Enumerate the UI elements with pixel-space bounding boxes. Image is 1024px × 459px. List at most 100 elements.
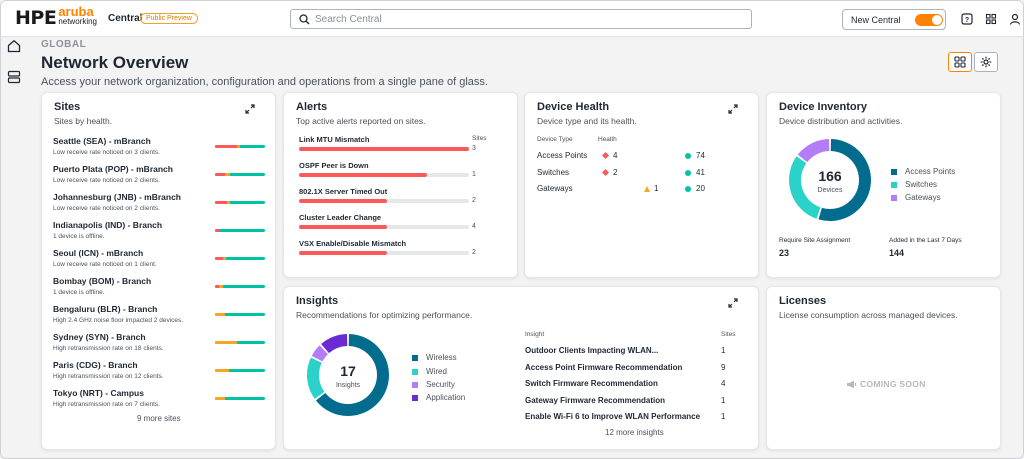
devices-icon[interactable] — [7, 70, 21, 84]
expand-icon[interactable] — [245, 104, 255, 114]
added-last-7-days-label: Added in the Last 7 Days — [889, 237, 962, 244]
healthy-icon — [685, 186, 691, 192]
new-central-toggle[interactable] — [915, 14, 943, 26]
device-inventory-subtitle: Device distribution and activities. — [779, 116, 903, 126]
added-last-7-days-value[interactable]: 144 — [889, 248, 905, 258]
app-name: Central — [108, 13, 143, 24]
alerts-title: Alerts — [296, 101, 328, 113]
donut-segment-gateways[interactable] — [797, 139, 830, 163]
page-title: Network Overview — [41, 53, 189, 72]
donut-segment-security[interactable] — [311, 345, 329, 362]
insight-row[interactable]: Switch Firmware Recommendation 4 — [525, 379, 726, 388]
alert-bar — [299, 173, 427, 177]
device-inventory-donut[interactable] — [787, 137, 873, 223]
critical-count[interactable]: 4 — [613, 151, 618, 160]
site-item[interactable]: Bombay (BOM) - Branch 1 device is offline… — [53, 276, 152, 296]
apps-grid-icon[interactable] — [985, 13, 997, 25]
home-icon[interactable] — [7, 39, 21, 53]
insights-donut[interactable] — [305, 332, 391, 418]
donut-segment-switches[interactable] — [789, 156, 821, 219]
alert-item[interactable]: Link MTU Mismatch 3 — [299, 135, 476, 152]
legend-swatch — [891, 168, 897, 175]
insight-column-header: Insight — [525, 331, 545, 338]
alert-item[interactable]: 802.1X Server Timed Out 2 — [299, 187, 476, 204]
search-input[interactable] — [315, 12, 735, 26]
page-subtitle: Access your network organization, config… — [41, 76, 488, 88]
legend-swatch — [412, 394, 418, 401]
insights-total-label: Insights — [335, 382, 361, 389]
site-item[interactable]: Tokyo (NRT) - Campus High retransmission … — [53, 388, 160, 408]
critical-count[interactable]: 2 — [613, 168, 618, 177]
grid-view-button[interactable] — [948, 52, 972, 72]
more-sites-link[interactable]: 9 more sites — [137, 414, 181, 423]
warning-count[interactable]: 1 — [654, 184, 659, 193]
insight-row[interactable]: Outdoor Clients Impacting WLAN... 1 — [525, 346, 726, 355]
donut-segment-wired[interactable] — [307, 357, 325, 399]
site-item[interactable]: Paris (CDG) - Branch High retransmission … — [53, 360, 164, 380]
device-type-gateways[interactable]: Gateways — [537, 184, 573, 193]
site-item[interactable]: Bengaluru (BLR) - Branch High 2.4 GHz noi… — [53, 304, 184, 324]
settings-button[interactable] — [974, 52, 998, 72]
search-box[interactable] — [290, 9, 752, 29]
device-type-switches[interactable]: Switches — [537, 168, 570, 177]
healthy-count[interactable]: 74 — [696, 151, 705, 160]
donut-segment-wireless[interactable] — [315, 334, 389, 416]
site-item[interactable]: Sydney (SYN) - Branch High retransmission… — [53, 332, 164, 352]
sites-subtitle: Sites by health. — [54, 116, 113, 126]
more-insights-link[interactable]: 12 more insights — [605, 428, 664, 437]
alert-item[interactable]: Cluster Leader Change 4 — [299, 213, 476, 230]
help-icon[interactable]: ? — [961, 13, 973, 25]
alert-item[interactable]: VSX Enable/Disable Mismatch 2 — [299, 239, 476, 256]
device-total-label: Devices — [817, 187, 843, 194]
site-item[interactable]: Seoul (ICN) - mBranch Low receive rate no… — [53, 248, 157, 268]
licenses-title: Licenses — [779, 295, 827, 307]
insight-row[interactable]: Gateway Firmware Recommendation 1 — [525, 396, 726, 405]
site-item[interactable]: Indianapolis (IND) - Branch 1 device is o… — [53, 220, 163, 240]
logo-hpe-text: HPE — [15, 7, 57, 29]
site-item[interactable]: Seattle (SEA) - mBranch Low receive rate … — [53, 136, 160, 156]
donut-segment-access-points[interactable] — [818, 139, 871, 221]
legend-swatch — [412, 368, 418, 375]
logo-networking-text: networking — [58, 17, 97, 26]
device-type-access-points[interactable]: Access Points — [537, 151, 588, 160]
public-preview-badge: Public Preview — [140, 13, 198, 24]
critical-icon — [601, 168, 610, 177]
legend-swatch — [412, 381, 418, 388]
breadcrumb[interactable]: GLOBAL — [41, 39, 87, 50]
expand-icon[interactable] — [728, 104, 738, 114]
legend-access-points: Access Points — [891, 167, 955, 176]
healthy-count[interactable]: 41 — [696, 168, 705, 177]
legend-wireless: Wireless — [412, 353, 457, 362]
hpe-aruba-logo[interactable]: HPE aruba networking — [15, 5, 97, 29]
new-central-toggle-box[interactable]: New Central — [842, 9, 946, 30]
require-site-value[interactable]: 23 — [779, 248, 790, 258]
site-item[interactable]: Puerto Plata (POP) - mBranch Low receive … — [53, 164, 173, 184]
left-nav-rail — [1, 37, 27, 458]
site-health-bar — [215, 341, 265, 344]
insights-card: Insights Recommendations for optimizing … — [283, 286, 759, 450]
healthy-icon — [685, 153, 691, 159]
alert-item[interactable]: OSPF Peer is Down 1 — [299, 161, 476, 178]
health-header: Health — [598, 136, 617, 143]
grid-view-icon — [954, 56, 966, 68]
legend-security: Security — [412, 380, 455, 389]
insight-row[interactable]: Access Point Firmware Recommendation 9 — [525, 363, 726, 372]
svg-text:?: ? — [965, 17, 969, 24]
insight-row[interactable]: Enable Wi-Fi 6 to Improve WLAN Performan… — [525, 412, 726, 421]
user-icon[interactable] — [1009, 13, 1021, 25]
device-total: 166 — [818, 168, 842, 184]
site-health-bar — [215, 145, 265, 148]
site-health-bar — [215, 369, 265, 372]
donut-segment-application[interactable] — [321, 334, 348, 354]
top-bar: HPE aruba networking Central Public Prev… — [1, 1, 1023, 37]
site-item[interactable]: Johannesburg (JNB) - mBranch Low receive … — [53, 192, 181, 212]
expand-icon[interactable] — [728, 298, 738, 308]
alert-bar — [299, 225, 387, 229]
healthy-count[interactable]: 20 — [696, 184, 705, 193]
insights-subtitle: Recommendations for optimizing performan… — [296, 310, 473, 320]
site-health-bar — [215, 397, 265, 400]
licenses-subtitle: License consumption across managed devic… — [779, 310, 958, 320]
insights-title: Insights — [296, 295, 339, 307]
alert-bar — [299, 199, 387, 203]
